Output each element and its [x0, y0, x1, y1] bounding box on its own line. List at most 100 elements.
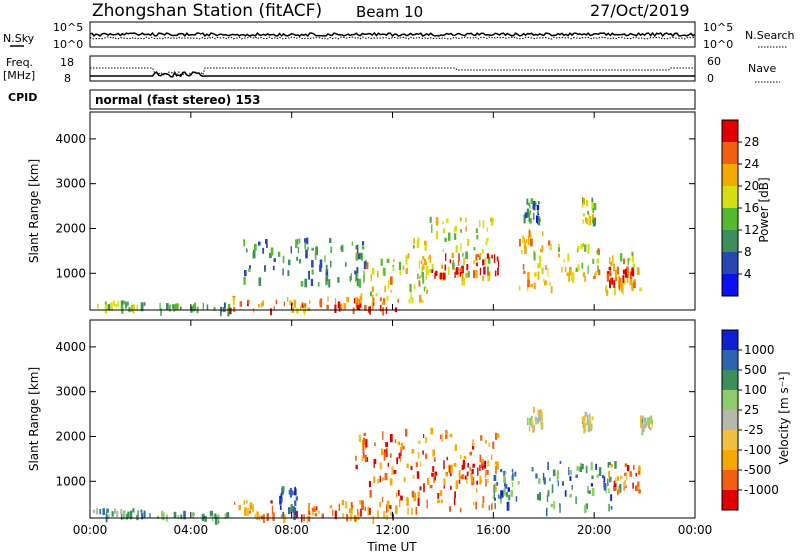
data-cell — [194, 302, 197, 311]
data-cell — [461, 465, 464, 471]
data-cell — [571, 485, 573, 490]
colorbar-tick-label: -1000 — [744, 483, 779, 497]
data-cell — [382, 477, 385, 481]
data-cell — [411, 448, 415, 454]
beam-label: Beam 10 — [356, 3, 423, 21]
data-cell — [637, 486, 641, 492]
data-cell — [622, 269, 625, 275]
data-cell — [460, 229, 462, 233]
data-cell — [270, 247, 274, 256]
x-tick-label: 16:00 — [476, 523, 511, 537]
data-cell — [364, 304, 367, 311]
data-cell — [334, 298, 337, 306]
data-cell — [389, 478, 393, 486]
data-cell — [450, 485, 452, 490]
data-cell — [354, 270, 357, 275]
data-cell — [492, 494, 494, 500]
data-cell — [526, 417, 529, 426]
data-cell — [301, 302, 304, 307]
data-cell — [592, 207, 594, 213]
data-cell — [646, 418, 649, 426]
data-cell — [530, 415, 533, 421]
data-cell — [365, 260, 367, 266]
data-cell — [511, 475, 514, 481]
data-cell — [354, 276, 357, 284]
data-cell — [588, 217, 591, 226]
velocity-colorbar-label: Velocity [m s⁻¹] — [777, 371, 791, 464]
data-cell — [472, 439, 475, 447]
data-cell — [494, 270, 497, 277]
data-cell — [465, 217, 467, 223]
data-cell — [543, 477, 546, 485]
data-cell — [444, 237, 447, 242]
data-cell — [614, 269, 617, 279]
data-cell — [543, 278, 545, 283]
data-cell — [496, 482, 499, 486]
data-cell — [436, 231, 439, 240]
data-cell — [540, 248, 543, 253]
data-cell — [613, 280, 616, 288]
data-cell — [483, 460, 487, 469]
data-cell — [425, 266, 429, 274]
data-cell — [515, 496, 518, 502]
data-cell — [511, 481, 514, 488]
data-cell — [264, 265, 266, 272]
data-cell — [435, 220, 439, 226]
data-cell — [557, 253, 560, 258]
data-cell — [615, 276, 618, 281]
data-cell — [149, 512, 151, 519]
data-cell — [361, 501, 364, 510]
data-cell — [301, 304, 304, 308]
data-cell — [371, 286, 374, 292]
colorbar-tick-label: 500 — [744, 363, 767, 377]
data-cell — [256, 511, 259, 520]
colorbar-segment — [722, 142, 738, 164]
data-cell — [210, 510, 213, 516]
data-cell — [423, 434, 425, 438]
data-cell — [463, 257, 465, 265]
colorbar-tick-label: 8 — [744, 245, 752, 259]
data-cell — [491, 254, 493, 259]
data-cell — [538, 255, 542, 261]
data-cell — [627, 271, 630, 278]
x-tick-label: 20:00 — [577, 523, 612, 537]
data-cell — [602, 480, 605, 487]
y-tick-label: 1000 — [55, 474, 86, 488]
data-cell — [486, 266, 489, 273]
data-cell — [538, 414, 540, 419]
data-cell — [528, 214, 530, 223]
data-cell — [245, 500, 248, 504]
data-cell — [469, 466, 471, 472]
data-cell — [417, 452, 420, 459]
data-cell — [399, 270, 402, 276]
freq-tick-bottom: 8 — [64, 72, 71, 85]
data-cell — [214, 513, 217, 519]
data-cell — [266, 244, 268, 248]
data-cell — [359, 296, 362, 304]
data-cell — [482, 220, 485, 229]
data-cell — [143, 302, 146, 306]
data-cell — [359, 299, 362, 308]
data-cell — [641, 422, 643, 427]
data-cell — [383, 452, 386, 461]
data-cell — [451, 252, 454, 259]
data-cell — [391, 466, 394, 476]
data-cell — [329, 238, 332, 243]
data-cell — [608, 461, 611, 466]
data-cell — [592, 201, 594, 207]
data-cell — [480, 435, 483, 441]
data-cell — [361, 241, 365, 246]
data-cell — [523, 214, 526, 224]
data-cell — [114, 508, 117, 514]
data-cell — [390, 511, 393, 517]
data-cell — [610, 506, 613, 510]
data-cell — [607, 478, 609, 487]
data-cell — [530, 284, 533, 288]
data-cell — [343, 303, 347, 310]
data-cell — [479, 253, 482, 257]
data-cell — [380, 304, 382, 312]
data-cell — [493, 254, 496, 264]
data-cell — [406, 497, 409, 506]
data-cell — [474, 269, 476, 277]
data-cell — [422, 276, 425, 284]
